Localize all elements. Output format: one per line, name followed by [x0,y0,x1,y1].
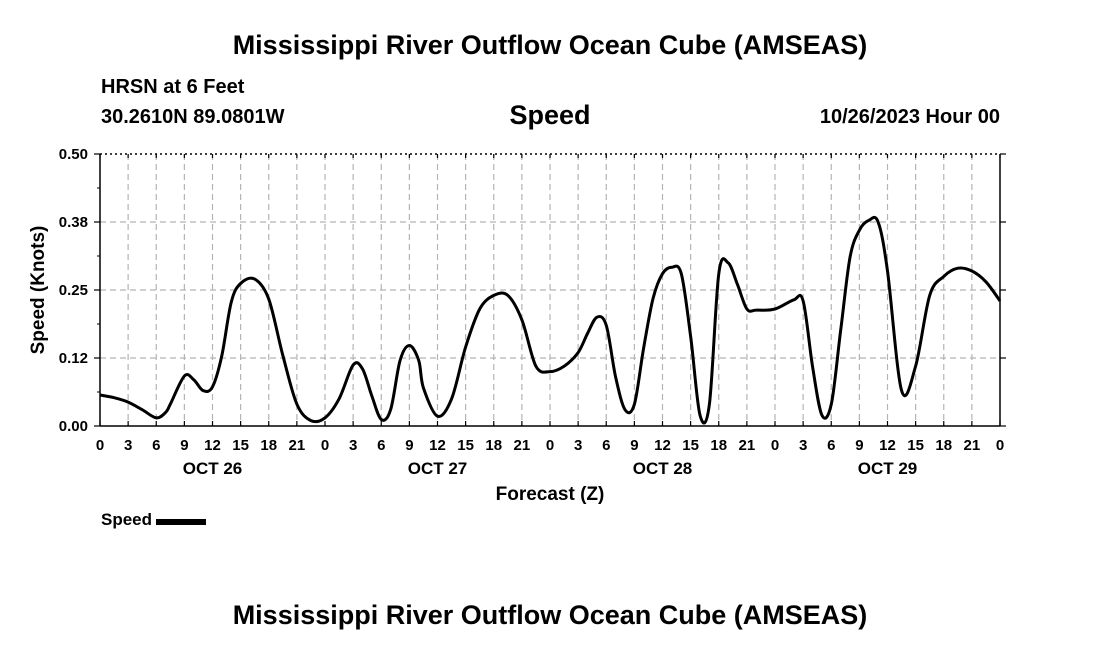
x-tick-label: 21 [739,437,756,454]
y-tick-label: 0.50 [59,146,88,163]
x-tick-label: 21 [514,437,531,454]
y-axis-title: Speed (Knots) [28,226,49,355]
x-axis-title: Forecast (Z) [496,484,605,505]
speed-series-line [99,215,1002,425]
x-tick-label: 0 [546,437,554,454]
x-tick-label: 15 [682,437,699,454]
x-tick-label: 12 [879,437,896,454]
x-tick-label: 0 [771,437,779,454]
x-tick-label: 15 [457,437,474,454]
x-tick-label: 3 [799,437,807,454]
x-tick-label: 21 [289,437,306,454]
x-tick-label: 6 [602,437,610,454]
legend-swatch [156,518,207,525]
x-tick-label: 6 [827,437,835,454]
x-tick-label: 18 [485,437,502,454]
y-tick-label: 0.12 [59,350,88,367]
x-tick-label: 21 [964,437,981,454]
x-tick-label: 6 [152,437,160,454]
x-tick-label: 3 [124,437,132,454]
legend-label: Speed [101,510,153,529]
x-tick-label: 3 [349,437,357,454]
x-tick-label: 18 [260,437,277,454]
x-tick-label: 18 [710,437,727,454]
run-time-label: 10/26/2023 Hour 00 [819,106,1000,128]
x-tick-label: 0 [996,437,1004,454]
axes [94,153,1006,427]
x-tick-label: 9 [180,437,188,454]
x-tick-label: 0 [96,437,104,454]
x-tick-label: 18 [935,437,952,454]
x-tick-label: 6 [377,437,385,454]
footer-title: Mississippi River Outflow Ocean Cube (AM… [232,600,868,630]
x-tick-label: 9 [855,437,863,454]
x-tick-label: 9 [630,437,638,454]
chart-title: Mississippi River Outflow Ocean Cube (AM… [232,30,868,60]
day-label: OCT 27 [408,459,468,478]
axis-labels: 0 3 6 9 12 15 18 21 0 3 6 9 12 15 18 21 0 3 6 9 12 15 18 21 0 3 6 9… [28,146,1004,505]
x-tick-label: 15 [907,437,924,454]
coordinates-label: 30.2610N 89.0801W [101,106,285,128]
x-tick-label: 9 [405,437,413,454]
variable-title: Speed [509,100,591,130]
y-tick-label: 0.38 [59,214,88,231]
day-label: OCT 29 [858,459,918,478]
x-tick-label: 12 [654,437,671,454]
x-tick-label: 12 [204,437,221,454]
x-tick-label: 0 [321,437,329,454]
station-label: HRSN at 6 Feet [101,76,245,98]
day-label: OCT 28 [633,459,693,478]
x-tick-label: 3 [574,437,582,454]
legend: Speed [101,510,207,530]
series [99,215,1002,425]
y-tick-label: 0.00 [59,418,88,435]
y-tick-label: 0.25 [59,282,88,299]
x-tick-label: 12 [429,437,446,454]
grid [100,154,1000,426]
x-tick-label: 15 [232,437,249,454]
day-label: OCT 26 [183,459,243,478]
